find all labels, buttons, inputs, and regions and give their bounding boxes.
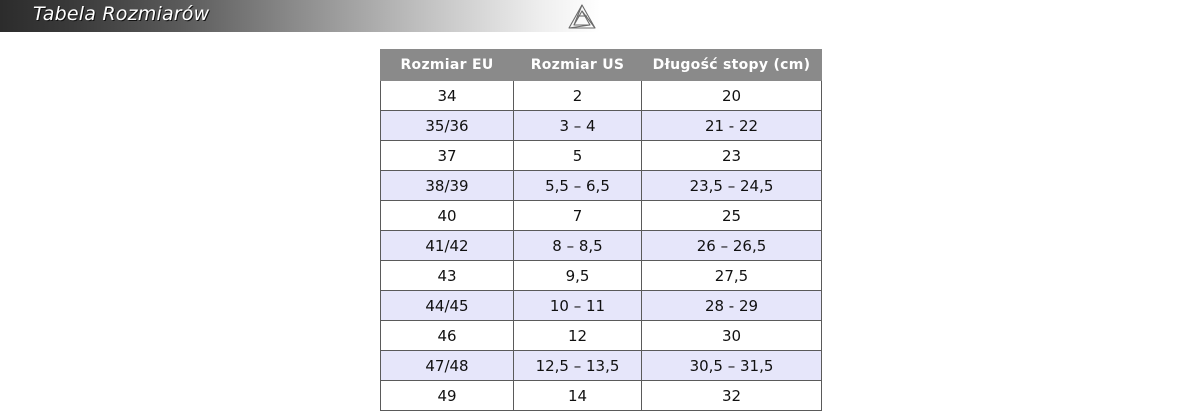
table-row: 43 9,5 27,5	[380, 260, 822, 291]
table-header-row: Rozmiar EU Rozmiar US Długość stopy (cm)	[380, 49, 822, 81]
page-title: Tabela Rozmiarów	[33, 3, 210, 25]
cell-eu-size: 46	[380, 320, 514, 351]
table-row: 35/36 3 – 4 21 - 22	[380, 110, 822, 141]
column-header-foot-length: Długość stopy (cm)	[641, 49, 822, 81]
column-header-us-size: Rozmiar US	[513, 49, 642, 81]
cell-us-size: 12,5 – 13,5	[513, 350, 642, 381]
cell-foot-length: 21 - 22	[641, 110, 822, 141]
cell-eu-size: 41/42	[380, 230, 514, 261]
cell-us-size: 7	[513, 200, 642, 231]
table-row: 44/45 10 – 11 28 - 29	[380, 290, 822, 321]
table-row: 49 14 32	[380, 380, 822, 411]
table-row: 34 2 20	[380, 80, 822, 111]
table-row: 38/39 5,5 – 6,5 23,5 – 24,5	[380, 170, 822, 201]
cell-eu-size: 43	[380, 260, 514, 291]
cell-foot-length: 25	[641, 200, 822, 231]
size-chart-table: Rozmiar EU Rozmiar US Długość stopy (cm)…	[380, 49, 822, 411]
cell-us-size: 9,5	[513, 260, 642, 291]
cell-eu-size: 34	[380, 80, 514, 111]
cell-us-size: 2	[513, 80, 642, 111]
cell-us-size: 8 – 8,5	[513, 230, 642, 261]
cell-eu-size: 44/45	[380, 290, 514, 321]
cell-foot-length: 26 – 26,5	[641, 230, 822, 261]
table-row: 41/42 8 – 8,5 26 – 26,5	[380, 230, 822, 261]
cell-eu-size: 47/48	[380, 350, 514, 381]
table-row: 46 12 30	[380, 320, 822, 351]
cell-eu-size: 35/36	[380, 110, 514, 141]
cell-eu-size: 49	[380, 380, 514, 411]
cell-us-size: 14	[513, 380, 642, 411]
cell-eu-size: 37	[380, 140, 514, 171]
cell-foot-length: 23,5 – 24,5	[641, 170, 822, 201]
cell-us-size: 3 – 4	[513, 110, 642, 141]
column-header-eu-size: Rozmiar EU	[380, 49, 514, 81]
cell-foot-length: 23	[641, 140, 822, 171]
cell-us-size: 10 – 11	[513, 290, 642, 321]
header-bar: Tabela Rozmiarów	[0, 0, 600, 32]
cell-eu-size: 40	[380, 200, 514, 231]
cell-us-size: 5,5 – 6,5	[513, 170, 642, 201]
cell-eu-size: 38/39	[380, 170, 514, 201]
table-row: 37 5 23	[380, 140, 822, 171]
recycle-triangle-icon	[568, 4, 596, 29]
cell-us-size: 5	[513, 140, 642, 171]
cell-us-size: 12	[513, 320, 642, 351]
cell-foot-length: 30,5 – 31,5	[641, 350, 822, 381]
cell-foot-length: 20	[641, 80, 822, 111]
cell-foot-length: 30	[641, 320, 822, 351]
table-row: 47/48 12,5 – 13,5 30,5 – 31,5	[380, 350, 822, 381]
cell-foot-length: 27,5	[641, 260, 822, 291]
cell-foot-length: 28 - 29	[641, 290, 822, 321]
cell-foot-length: 32	[641, 380, 822, 411]
table-row: 40 7 25	[380, 200, 822, 231]
